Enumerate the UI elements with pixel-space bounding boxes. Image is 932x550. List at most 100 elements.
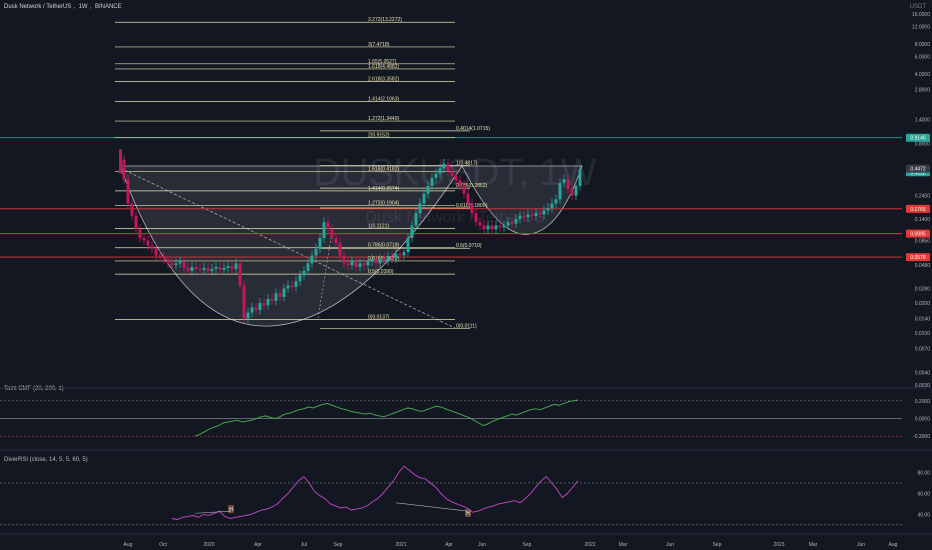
candle-body: [506, 222, 510, 226]
candle-body: [198, 268, 202, 270]
price-label-text: 0.1765: [910, 207, 926, 213]
rsi-legend: DiverRSI (close, 14, 5, 5, 60, 5): [4, 457, 88, 463]
price-tick: 0.8000: [915, 142, 931, 148]
time-tick: Sep: [523, 542, 532, 548]
candle-body: [414, 213, 418, 226]
time-tick: Mar: [809, 542, 818, 548]
divergence-marker-label: H: [229, 507, 233, 513]
fib-label: 1.618(0.4182): [368, 167, 399, 173]
candle-body: [166, 259, 170, 264]
fib-label: 1.618(4.4882): [368, 64, 399, 70]
candle-body: [170, 263, 174, 266]
candle-body: [119, 149, 122, 174]
candle-body: [354, 261, 358, 267]
candle-body: [318, 237, 322, 249]
candle-body: [458, 180, 462, 186]
cmf-tick: -0.2000: [913, 434, 930, 440]
candle-body: [490, 225, 494, 230]
candle-body: [562, 179, 566, 184]
fib-label: 0.5(0.0710): [456, 243, 482, 249]
candle-body: [238, 263, 242, 286]
fib-label: 1.414(0.2674): [368, 186, 399, 192]
candle-body: [182, 261, 186, 268]
candle-body: [530, 214, 534, 216]
candle-body: [534, 213, 538, 216]
time-tick: Jun: [666, 542, 674, 548]
candle-body: [274, 293, 278, 301]
candle-body: [462, 185, 466, 194]
candle-body: [310, 255, 314, 264]
candle-body: [474, 213, 478, 223]
time-tick: 2021: [395, 542, 406, 548]
candle-body: [278, 293, 282, 297]
candle-body: [478, 222, 482, 226]
price-tick: 2.8000: [915, 87, 931, 93]
candle-body: [346, 263, 350, 266]
fib-label: 3(7.4718): [368, 42, 390, 48]
rsi-tick: 60.00: [917, 491, 930, 497]
time-tick: Jun: [857, 542, 865, 548]
cup-shape: [119, 165, 463, 327]
time-tick: Sep: [713, 542, 722, 548]
candle-body: [418, 203, 422, 214]
rsi-divergence-line: [194, 510, 232, 514]
candle-body: [466, 193, 470, 204]
fib-label: 1(0.4817): [456, 160, 478, 166]
candle-body: [334, 237, 338, 244]
candle-body: [306, 263, 310, 271]
cmf-series-line: [194, 399, 579, 437]
candle-body: [390, 256, 394, 259]
candle-body: [246, 312, 250, 319]
candle-body: [194, 266, 198, 269]
watermark-ticker: DUSKUSDT, 1W: [314, 152, 597, 194]
candle-body: [362, 263, 366, 266]
candle-body: [326, 222, 330, 230]
candle-body: [554, 199, 558, 204]
price-tick: 0.0850: [915, 238, 931, 244]
candle-body: [542, 210, 546, 215]
chart-title: Dusk Network / TetherUS, 1W, BINANCE: [4, 4, 122, 10]
price-tick: 0.2400: [915, 194, 931, 200]
price-label-box: [906, 204, 930, 213]
candle-body: [454, 175, 458, 181]
fib-label: 1(0.1121): [368, 223, 389, 229]
candle-body: [402, 252, 406, 256]
candle-body: [358, 263, 362, 267]
candle-body: [142, 237, 146, 241]
trend-line: [317, 231, 333, 319]
candle-body: [570, 188, 574, 196]
candle-body: [270, 298, 274, 301]
candle-body: [174, 263, 178, 266]
candle-body: [422, 193, 426, 204]
candle-body: [550, 203, 554, 208]
candle-body: [546, 207, 550, 211]
exchange-label: BINANCE: [94, 4, 122, 10]
candle-body: [382, 259, 386, 261]
candle-body: [574, 185, 578, 196]
cmf-tick: 0.2000: [915, 399, 931, 405]
candle-body: [578, 169, 582, 186]
candle-body: [230, 266, 234, 269]
candle-body: [298, 275, 302, 282]
candle-body: [286, 285, 290, 289]
price-label-text: 0.4112: [911, 170, 926, 176]
candle-body: [206, 267, 210, 271]
candle-body: [126, 179, 130, 204]
price-tick: 0.0040: [915, 371, 931, 377]
candle-body: [430, 178, 434, 186]
candle-body: [154, 248, 158, 256]
candle-body: [150, 245, 154, 249]
candle-body: [342, 255, 346, 264]
candle-body: [486, 225, 490, 230]
candle-body: [290, 285, 294, 287]
time-tick: 2022: [584, 542, 595, 548]
candle-body: [258, 302, 262, 311]
candle-body: [438, 168, 442, 174]
candle-body: [186, 267, 190, 271]
price-tick: 6.0000: [915, 54, 931, 60]
fib-label: 0(0.0111): [456, 323, 477, 329]
price-tick: 4.0000: [915, 72, 931, 78]
candle-body: [386, 256, 390, 261]
